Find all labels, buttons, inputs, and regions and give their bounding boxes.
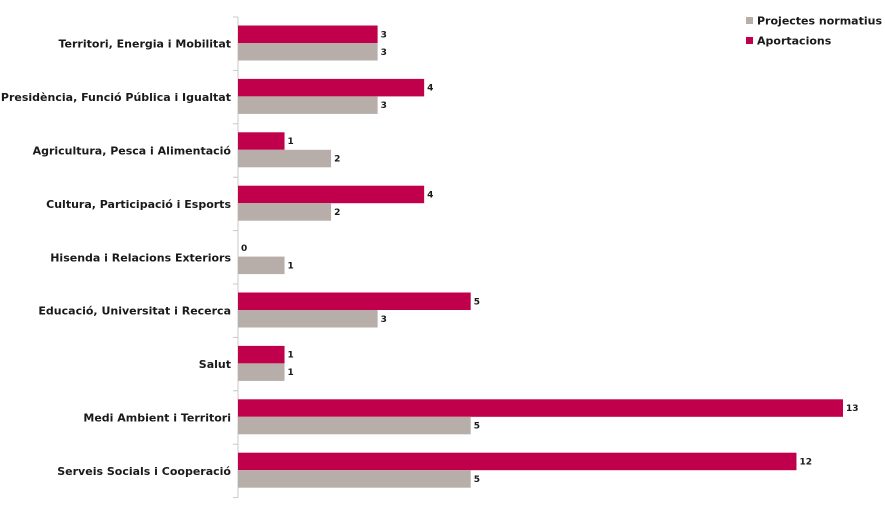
bar-projectes-normatius — [238, 470, 471, 488]
data-label: 12 — [799, 457, 812, 467]
data-label: 4 — [427, 84, 433, 94]
legend-label: Projectes normatius — [757, 15, 882, 28]
bar-projectes-normatius — [238, 203, 332, 221]
data-label: 5 — [474, 422, 480, 432]
legend-swatch — [746, 17, 753, 24]
legend-swatch — [746, 37, 753, 44]
bar-projectes-normatius — [238, 96, 378, 114]
category-label: Hisenda i Relacions Exteriors — [50, 251, 231, 264]
legend: Projectes normatius Aportacions — [746, 15, 882, 48]
data-label: 0 — [241, 244, 247, 254]
data-label: 13 — [846, 404, 859, 414]
data-label: 5 — [474, 475, 480, 485]
category-label: Territori, Energia i Mobilitat — [59, 38, 232, 51]
category-label: Cultura, Participació i Esports — [46, 198, 231, 211]
labels-layer: Territori, Energia i Mobilitat 3 3 Presidèn… — [1, 30, 859, 485]
axis-layer — [233, 16, 239, 499]
bar-aportacions — [238, 399, 843, 417]
bar-projectes-normatius — [238, 149, 332, 168]
bar-projectes-normatius — [238, 416, 471, 435]
data-label: 3 — [381, 315, 387, 325]
bar-projectes-normatius — [238, 363, 285, 381]
data-label: 3 — [381, 30, 387, 40]
data-label: 2 — [334, 155, 340, 165]
category-label: Salut — [199, 358, 231, 371]
bar-projectes-normatius — [238, 256, 285, 275]
bar-aportacions — [238, 452, 797, 471]
category-label: Educació, Universitat i Recerca — [38, 305, 231, 318]
bars-layer — [238, 25, 843, 488]
bar-aportacions — [238, 132, 285, 150]
bar-aportacions — [238, 345, 285, 364]
bar-aportacions — [238, 78, 425, 97]
bar-aportacions — [238, 185, 425, 204]
category-label: Serveis Socials i Cooperació — [57, 465, 231, 478]
data-label: 1 — [288, 351, 294, 361]
bar-aportacions — [238, 292, 471, 310]
legend-label: Aportacions — [757, 35, 832, 48]
category-label: Agricultura, Pesca i Alimentació — [33, 145, 232, 158]
data-label: 2 — [334, 208, 340, 218]
category-label: Medi Ambient i Territori — [83, 412, 231, 425]
data-label: 1 — [288, 368, 294, 378]
bar-projectes-normatius — [238, 43, 378, 61]
data-label: 4 — [427, 190, 433, 200]
data-label: 5 — [474, 297, 480, 307]
data-label: 1 — [288, 261, 294, 271]
data-label: 1 — [288, 137, 294, 147]
category-label: Presidència, Funció Pública i Igualtat — [1, 91, 231, 104]
bar-projectes-normatius — [238, 310, 378, 328]
bar-aportacions — [238, 25, 378, 43]
data-label: 3 — [381, 101, 387, 111]
data-label: 3 — [381, 48, 387, 58]
